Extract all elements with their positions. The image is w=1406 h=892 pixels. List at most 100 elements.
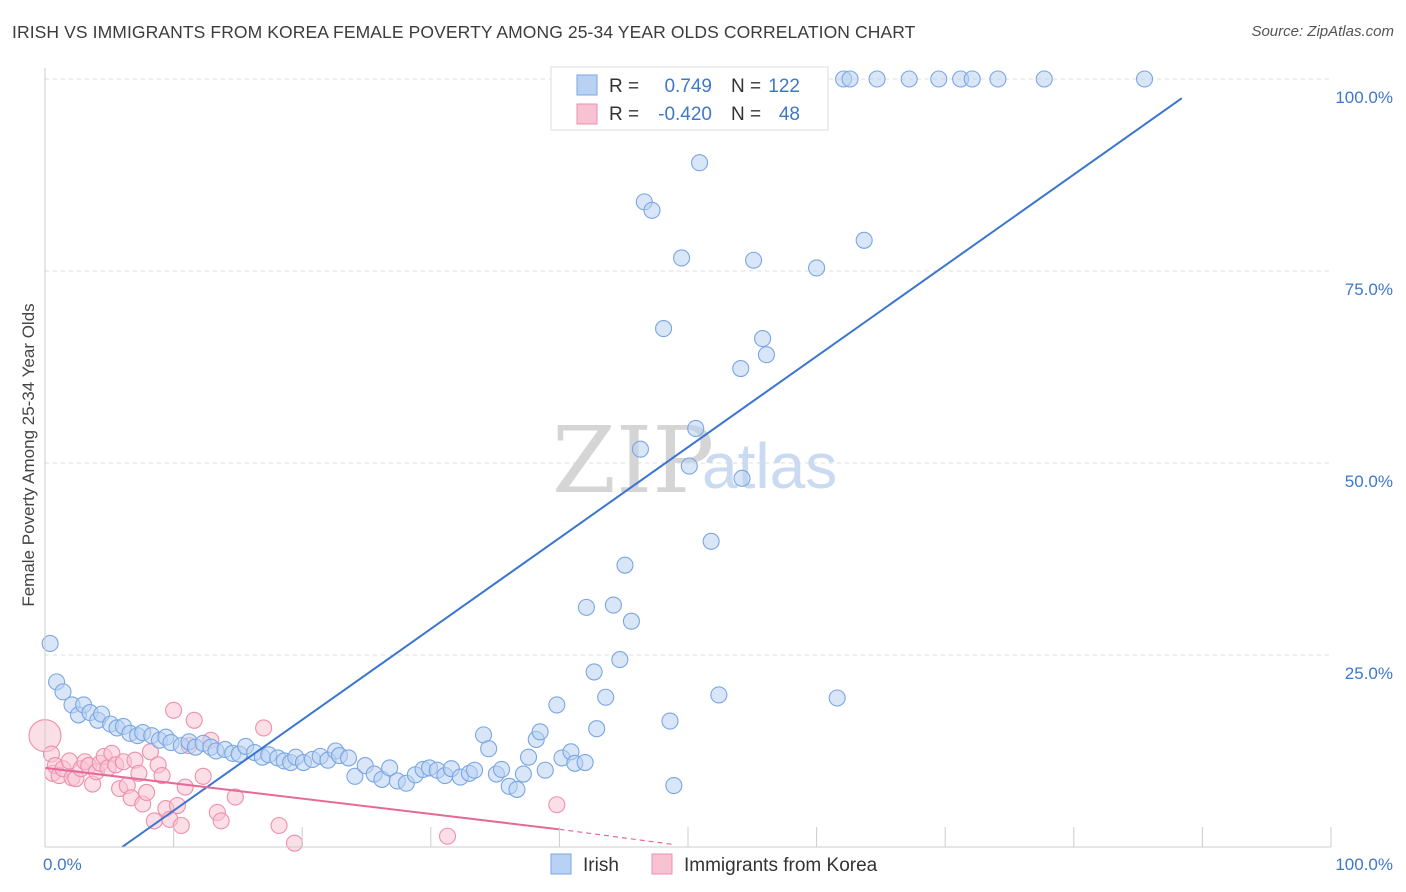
irish-point [622, 612, 640, 630]
korea-point [130, 764, 148, 782]
irish-point [604, 596, 622, 614]
irish-point [733, 469, 751, 487]
x-tick-label: 100.0% [1335, 855, 1393, 874]
irish-point [665, 777, 683, 795]
irish-point [54, 683, 72, 701]
irish-point [855, 231, 873, 249]
grid-lines [45, 78, 1331, 656]
legend-n-label-irish: N = [731, 76, 761, 97]
irish-point [480, 740, 498, 758]
irish-point [655, 320, 673, 338]
trend-line-korea [44, 766, 560, 831]
irish-point [548, 696, 566, 714]
x-tick-labels: 0.0% 100.0% [43, 855, 1393, 874]
chart-source: Source: ZipAtlas.com [1251, 23, 1394, 40]
bottom-legend-swatch-korea [651, 853, 673, 875]
korea-point [185, 711, 203, 729]
irish-point [754, 330, 772, 348]
irish-point [514, 765, 532, 783]
irish-point [465, 761, 484, 779]
irish-point [680, 457, 698, 475]
y-tick-label: 75.0% [1345, 280, 1393, 299]
korea-point [438, 827, 457, 845]
irish-point [930, 70, 948, 88]
irish-point [531, 723, 549, 741]
irish-point [643, 201, 661, 219]
x-tick-label: 0.0% [43, 855, 82, 874]
legend-n-value-korea: 48 [779, 104, 800, 125]
irish-point [346, 767, 364, 785]
irish-point [900, 70, 918, 88]
irish-point [611, 651, 629, 669]
irish-point [597, 688, 615, 706]
korea-point [138, 783, 156, 802]
irish-point [828, 689, 846, 707]
chart-title: IRISH VS IMMIGRANTS FROM KOREA FEMALE PO… [12, 22, 916, 42]
irish-point [841, 70, 859, 88]
irish-point [710, 686, 728, 704]
irish-point [661, 712, 679, 730]
irish-point [732, 359, 750, 378]
irish-point [576, 753, 594, 772]
irish-point [757, 346, 775, 364]
irish-point [673, 249, 691, 267]
korea-point [285, 834, 304, 852]
irish-point [536, 761, 554, 779]
korea-point [153, 767, 171, 785]
korea-point [226, 788, 244, 806]
irish-point [492, 760, 511, 778]
irish-point [577, 598, 595, 616]
trend-lines [44, 97, 1183, 848]
irish-point [989, 70, 1007, 88]
watermark: ZIP atlas [552, 407, 837, 514]
series-irish-points [41, 70, 1154, 798]
irish-point [687, 419, 705, 437]
y-tick-label: 25.0% [1345, 664, 1393, 683]
trend-line-irish [121, 97, 1183, 848]
bottom-legend-swatch-irish [550, 853, 572, 875]
legend-n-value-irish: 122 [768, 76, 800, 97]
irish-point [868, 70, 886, 88]
bottom-legend-label-irish: Irish [583, 855, 619, 876]
legend-swatch-irish [576, 74, 598, 96]
irish-point [691, 154, 709, 172]
korea-point [165, 701, 183, 719]
korea-point [176, 778, 194, 796]
y-tick-label: 50.0% [1345, 472, 1393, 491]
irish-point [41, 634, 59, 653]
series-legend: Irish Immigrants from Korea [550, 853, 878, 876]
irish-point [585, 663, 603, 681]
irish-point [1135, 70, 1154, 88]
irish-point [1035, 70, 1053, 88]
korea-point [212, 812, 230, 830]
legend-r-value-korea: -0.420 [658, 104, 712, 125]
legend-swatch-korea [576, 103, 598, 125]
irish-point [616, 556, 634, 574]
irish-point [339, 749, 358, 767]
y-tick-label: 100.0% [1335, 88, 1393, 107]
irish-point [702, 532, 720, 550]
axes [44, 68, 1332, 848]
legend-n-label-korea: N = [731, 104, 761, 125]
legend-r-value-irish: 0.749 [664, 76, 712, 97]
y-tick-labels: 25.0% 50.0% 75.0% 100.0% [1335, 88, 1393, 683]
legend-r-label-irish: R = [609, 76, 639, 97]
irish-point [745, 251, 763, 269]
watermark-atlas: atlas [702, 430, 837, 502]
korea-point [548, 796, 566, 814]
korea-point [172, 816, 190, 835]
y-axis-label: Female Poverty Among 25-34 Year Olds [19, 303, 38, 606]
irish-point [381, 759, 399, 777]
irish-point [963, 70, 981, 88]
korea-point [270, 816, 288, 835]
trend-line-korea-extension [559, 828, 676, 846]
irish-point [631, 440, 649, 458]
irish-point [508, 780, 526, 798]
irish-point [519, 748, 538, 766]
bottom-legend-label-korea: Immigrants from Korea [684, 855, 878, 876]
legend-r-label-korea: R = [609, 104, 639, 125]
correlation-legend: R = 0.749 N = 122 R = -0.420 N = 48 [550, 66, 829, 131]
korea-point [194, 767, 212, 785]
korea-point [255, 719, 273, 737]
